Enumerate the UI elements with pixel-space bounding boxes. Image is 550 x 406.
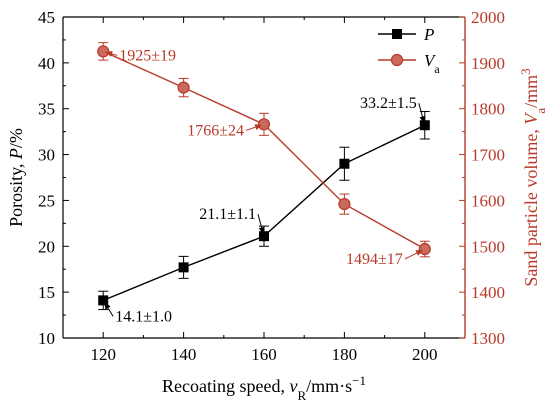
annotation-label: 14.1±1.0: [115, 308, 172, 325]
y-right-tick-label: 2000: [471, 8, 505, 27]
annotation-arrowhead: [104, 302, 111, 310]
data-point-square: [98, 295, 109, 306]
annotation-arrowhead: [254, 124, 263, 130]
x-tick-label: 160: [251, 345, 277, 364]
data-point-circle: [177, 81, 190, 94]
series-line-0: [102, 124, 426, 302]
annotation-arrowhead: [258, 226, 265, 235]
annotation-label: 21.1±1.1: [199, 206, 256, 223]
y-left-tick-label: 40: [38, 54, 55, 73]
y-left-axis-title: Porosity, P/%: [6, 128, 26, 227]
plot-area: 120 140 160 180 200 10 15 20 25 30 35 40 45 1300 1400 1…: [6, 8, 548, 403]
y-right-tick-label: 1900: [471, 54, 505, 73]
x-tick-label: 200: [412, 345, 438, 364]
y-left-tick-label: 10: [38, 329, 55, 348]
y-right-tick-label: 1800: [471, 100, 505, 119]
data-point-circle: [97, 45, 110, 58]
annotation-label: 1766±24: [187, 122, 244, 139]
y-right-tick-label: 1400: [471, 283, 505, 302]
legend-label-1: Va: [424, 51, 440, 76]
data-point-square: [419, 120, 430, 131]
y-right-tick-label: 1600: [471, 191, 505, 210]
annotation-label: 1494±17: [346, 251, 403, 268]
annotation-arrow: [404, 251, 419, 260]
y-right-axis-title: Sand particle volume, Va/mm3: [518, 68, 548, 286]
y-right-tick-label: 1700: [471, 146, 505, 165]
data-point-circle: [257, 118, 271, 131]
x-tick-label: 140: [171, 345, 197, 364]
data-point-circle: [338, 197, 351, 211]
x-axis-title: Recoating speed, vR/mm·s−1: [162, 373, 366, 403]
annotation-label: 33.2±1.5: [360, 95, 417, 112]
y-left-tick-label: 20: [38, 237, 55, 256]
y-left-tick-label: 45: [38, 8, 55, 27]
legend-label-0: P: [423, 25, 434, 44]
series-line-1: [102, 50, 426, 250]
legend-marker-square: [392, 29, 402, 39]
y-right-tick-label: 1500: [471, 237, 505, 256]
annotation-arrow: [418, 103, 424, 119]
y-left-tick-label: 25: [38, 191, 55, 210]
annotation-arrowhead: [419, 115, 426, 124]
annotation-arrowhead: [105, 50, 113, 57]
annotation-label: 1925±19: [119, 47, 176, 64]
x-tick-label: 180: [332, 345, 358, 364]
y-left-tick-label: 30: [38, 146, 55, 165]
data-point-square: [178, 262, 189, 273]
data-point-circle: [418, 242, 431, 256]
y-left-tick-label: 35: [38, 100, 55, 119]
y-right-tick-label: 1300: [471, 329, 505, 348]
data-point-square: [259, 231, 269, 242]
annotation-arrow: [257, 214, 263, 230]
legend-marker-circle: [390, 53, 404, 67]
annotation-arrowhead: [415, 249, 424, 256]
y-left-tick-label: 15: [38, 283, 55, 302]
data-point-square: [339, 158, 350, 169]
x-tick-label: 120: [90, 345, 116, 364]
